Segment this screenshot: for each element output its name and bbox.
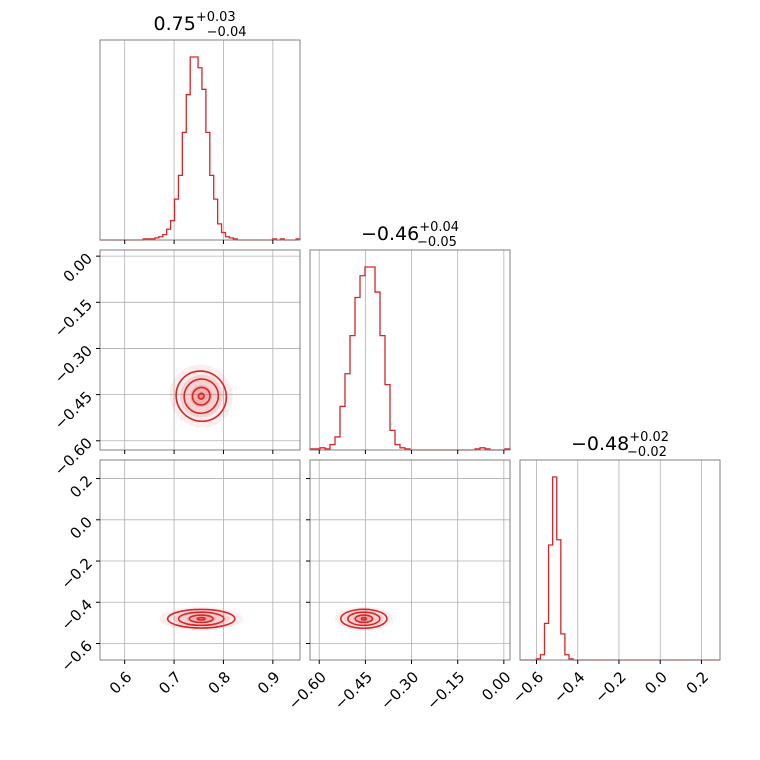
title-param-2: −0.48+0.02 −0.02 [571, 430, 669, 460]
contour-level-0 [360, 616, 368, 621]
contour-level-0 [197, 392, 205, 400]
contour-level-2 [347, 611, 381, 627]
y-tick-label: −0.60 [51, 434, 96, 479]
x-tick-label: −0.60 [285, 668, 330, 713]
contour-level-1 [191, 386, 211, 406]
contour-level-0 [196, 616, 206, 621]
contour-panel-0-2 [96, 459, 301, 664]
y-tick-label: −0.2 [58, 554, 96, 592]
x-tick-label: 0.2 [683, 668, 713, 698]
contour-level-3 [175, 370, 228, 423]
panel-frame [99, 459, 301, 661]
contour-level-3 [166, 608, 236, 629]
contour-level-2 [177, 611, 225, 627]
title-param-1: −0.46+0.04 −0.05 [361, 220, 459, 250]
hist-panel-2 [519, 459, 721, 664]
y-tick-label: 0.00 [60, 249, 96, 285]
panel-frame [519, 459, 721, 661]
hist-panel-1 [309, 249, 511, 454]
y-tick-label: 0.2 [66, 472, 96, 502]
density-fill [190, 385, 213, 408]
hist-panel-0 [99, 39, 301, 244]
x-tick-label: 0.6 [106, 668, 136, 698]
y-tick-label: 0.0 [66, 513, 96, 543]
contour-level-1 [354, 614, 374, 624]
y-tick-label: −0.6 [58, 637, 96, 675]
density-fill [343, 610, 384, 628]
panel-frame [309, 459, 511, 661]
x-tick-label: 0.00 [478, 668, 514, 704]
density-fill [179, 374, 223, 418]
x-tick-label: −0.45 [331, 668, 376, 713]
density-fill [335, 606, 393, 631]
y-tick-label: −0.4 [58, 596, 96, 634]
x-tick-label: −0.30 [377, 668, 422, 713]
panel-frame [309, 249, 511, 451]
contour-level-3 [339, 608, 388, 630]
histogram-step [520, 476, 720, 661]
panel-frame [99, 39, 301, 241]
x-tick-label: 0.8 [205, 668, 235, 698]
y-tick-label: −0.15 [51, 296, 96, 341]
histogram-step [100, 56, 301, 241]
contour-panel-1-2 [306, 459, 511, 664]
contour-level-1 [188, 614, 214, 624]
density-fill [159, 607, 244, 631]
x-tick-label: 0.7 [155, 668, 185, 698]
x-tick-label: −0.2 [591, 668, 629, 706]
y-tick-label: −0.30 [51, 342, 96, 387]
x-tick-label: 0.9 [254, 668, 284, 698]
density-fill [169, 364, 233, 428]
x-tick-label: −0.6 [509, 668, 547, 706]
x-tick-label: −0.15 [423, 668, 468, 713]
contour-panel-0-1 [96, 249, 301, 454]
x-tick-label: 0.0 [641, 668, 671, 698]
histogram-step [309, 266, 511, 451]
density-fill [172, 610, 230, 628]
title-param-0: 0.75+0.03 −0.04 [154, 10, 247, 40]
y-tick-label: −0.45 [51, 388, 96, 433]
contour-level-2 [183, 378, 220, 415]
panel-frame [99, 249, 301, 451]
x-tick-label: −0.4 [550, 668, 588, 706]
